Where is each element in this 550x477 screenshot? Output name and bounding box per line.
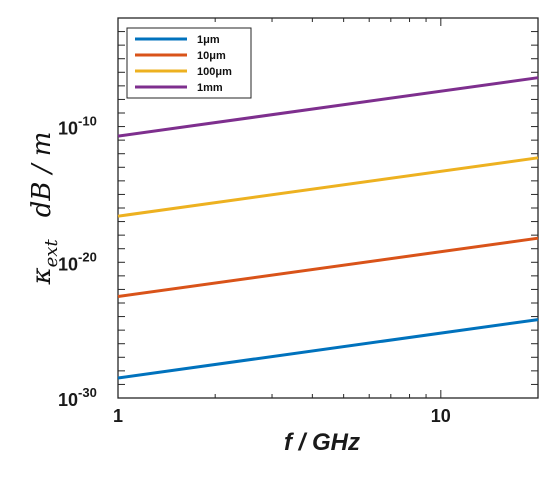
ticks-layer: 10-30 10-20 10-10 1 10 <box>58 17 539 426</box>
legend-label: 10μm <box>197 50 226 62</box>
x-tick-label: 10 <box>431 406 451 426</box>
x-axis-label: f / GHz <box>284 429 360 456</box>
y-axis-label: κextdB / m <box>27 132 62 286</box>
legend-label: 1mm <box>197 82 223 94</box>
y-tick-label: 10-30 <box>58 385 97 410</box>
series-layer <box>117 76 539 380</box>
series-line-1 <box>117 318 539 380</box>
y-tick-label: 10-20 <box>58 249 97 274</box>
y-tick-label: 10-10 <box>58 114 97 139</box>
series-line-4 <box>117 76 539 138</box>
legend: 1μm 10μm 100μm 1mm <box>126 27 252 99</box>
legend-label: 100μm <box>197 66 232 78</box>
series-line-2 <box>117 236 539 298</box>
series-line-3 <box>117 156 539 218</box>
legend-label: 1μm <box>197 34 220 46</box>
x-tick-label: 1 <box>113 406 123 426</box>
